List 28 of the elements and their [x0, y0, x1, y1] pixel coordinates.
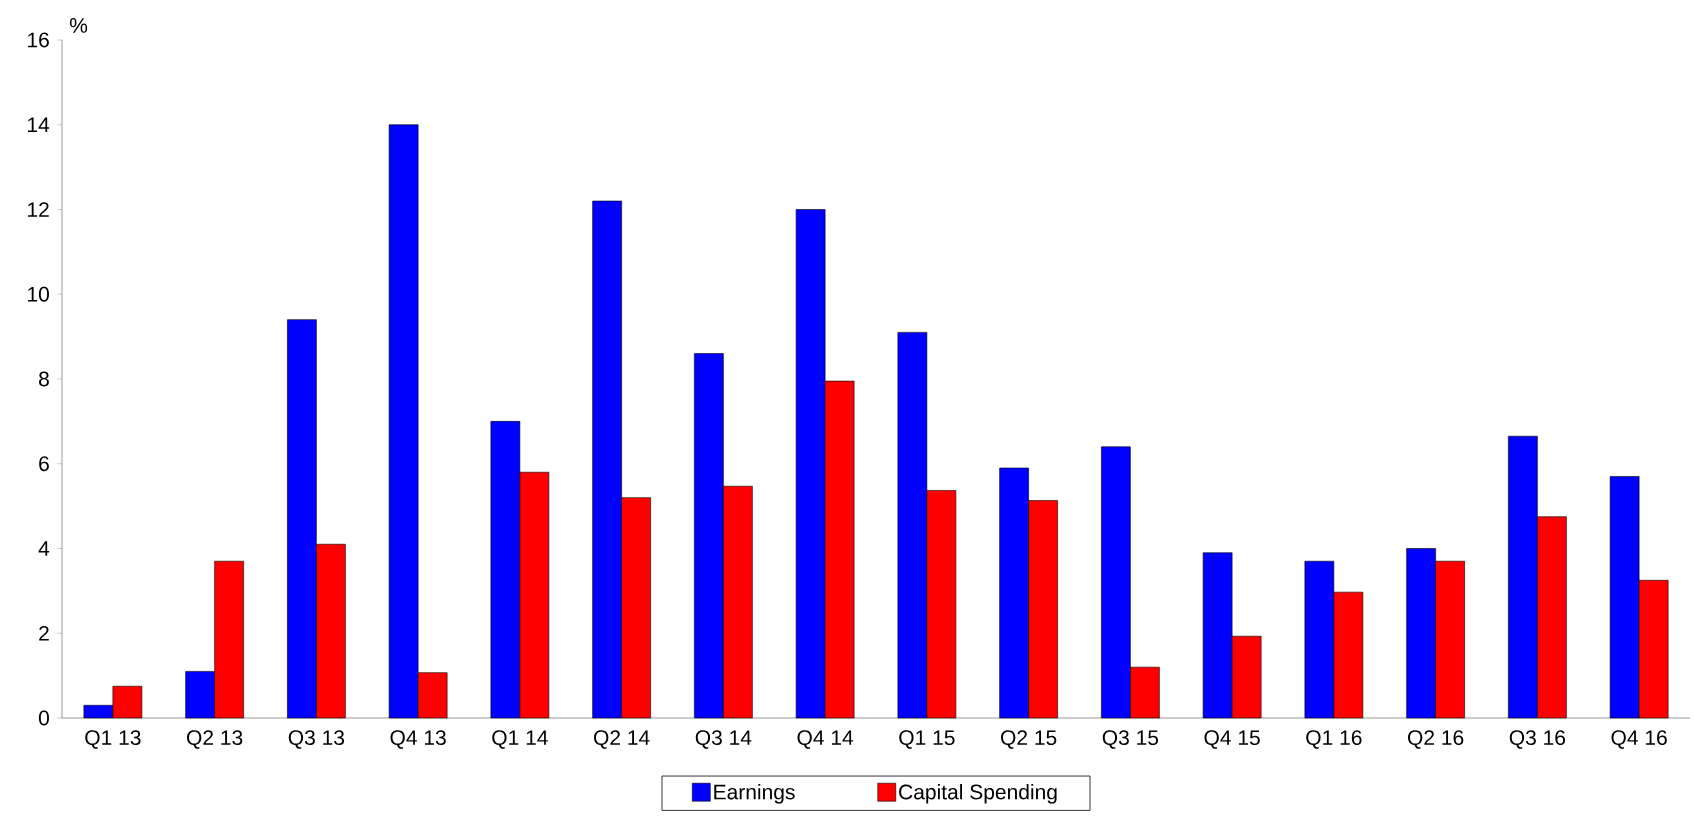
- x-tick-label: Q3 14: [695, 730, 752, 749]
- x-tick-label: Q4 13: [390, 730, 446, 749]
- x-tick-label: Q4 16: [1611, 730, 1667, 749]
- legend-label: Earnings: [714, 784, 795, 804]
- y-tick-label: 4: [38, 541, 50, 556]
- y-tick-label: 0: [38, 710, 49, 726]
- legend-label: Capital Spending: [899, 784, 1057, 804]
- x-tick-label: Q1 15: [899, 730, 955, 749]
- x-tick-label: Q3 13: [288, 730, 345, 749]
- y-tick-label: 16: [28, 32, 49, 48]
- y-tick-label: 10: [28, 286, 49, 302]
- x-tick-label: Q2 16: [1408, 730, 1464, 749]
- x-tick-label: Q1 13: [85, 730, 141, 749]
- y-tick-label: 14: [28, 117, 50, 132]
- y-tick-label: 6: [39, 456, 49, 472]
- x-tick-label: Q1 16: [1306, 730, 1362, 749]
- x-tick-label: Q3 15: [1102, 730, 1159, 749]
- y-tick-label: 2: [39, 625, 49, 641]
- x-tick-label: Q4 15: [1204, 730, 1260, 749]
- x-tick-label: Q2 14: [594, 730, 650, 749]
- y-tick-label: 12: [28, 202, 49, 217]
- x-tick-label: Q3 16: [1509, 730, 1566, 749]
- x-tick-label: Q2 15: [1001, 730, 1057, 749]
- y-tick-label: 8: [39, 371, 49, 387]
- x-tick-label: Q1 14: [492, 730, 548, 749]
- x-tick-label: Q2 13: [187, 730, 243, 749]
- y-axis-title: %: [69, 18, 88, 33]
- x-tick-label: Q4 14: [797, 730, 854, 749]
